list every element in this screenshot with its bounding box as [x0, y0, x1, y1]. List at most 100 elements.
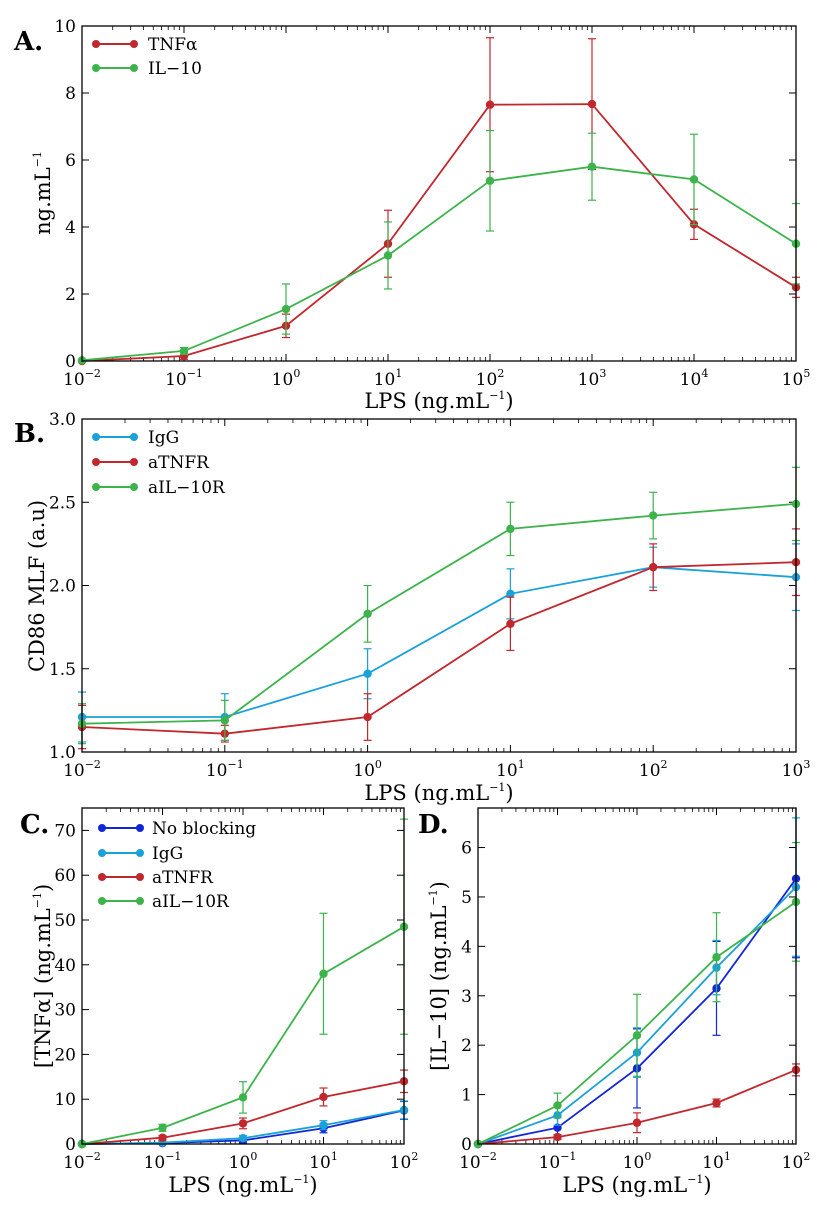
panel-b-igg-line — [82, 566, 797, 718]
panel-a-xtick-label: 101 — [374, 367, 403, 390]
panel-a-il10-point — [281, 304, 291, 314]
panel-c-ylabel: [TNFα] (ng.mL−1) — [31, 884, 55, 1068]
panel-b-ytick-label: 3.0 — [49, 410, 76, 430]
panel-a-frame — [81, 25, 797, 362]
legend-a-tnf-marker-2 — [130, 40, 138, 48]
panel-a-legend: TNFα IL−10 — [92, 35, 202, 79]
legend-a-il10-marker — [92, 64, 100, 72]
legend-b-atnfr-marker-2 — [130, 458, 138, 466]
panel-a-tnf-line — [81, 103, 797, 362]
panel-c-ytick-label: 0 — [65, 1135, 76, 1155]
panel-c-ytick-label: 70 — [54, 821, 76, 841]
panel-b-plot: 1.0 1.5 2.0 2.5 3.0 10−2 10−1 100 101 102 103 — [49, 410, 810, 781]
panel-d-ytick-label: 4 — [461, 937, 472, 957]
panel-b-xtick-label: 101 — [496, 758, 525, 781]
panel-a-xtick-label: 103 — [578, 367, 607, 390]
panel-b-ail10r-line — [81, 503, 797, 725]
panel-b-xtick-label: 102 — [639, 758, 668, 781]
panel-d-ytick-label: 6 — [461, 839, 472, 859]
panel-d-letter: D. — [418, 810, 449, 840]
panel-a-ylabel: ng.mL−1 — [31, 151, 55, 235]
panel-c-xtick-label: 10−1 — [144, 1150, 182, 1173]
panel-a-xtick-label: 10−1 — [165, 367, 203, 390]
panel-c-xtick-label: 102 — [390, 1150, 419, 1173]
legend-c-igg-marker — [98, 849, 106, 857]
panel-c-ytick-label: 10 — [54, 1090, 76, 1110]
legend-a-il10-marker-2 — [130, 64, 138, 72]
panel-a-letter: A. — [13, 27, 43, 57]
panel-d-ytick-label: 5 — [461, 888, 472, 908]
panel-b-ytick-label: 1.0 — [49, 743, 76, 763]
legend-a-il10-label: IL−10 — [148, 59, 202, 79]
panel-a-xtick-label: 10−2 — [63, 367, 101, 390]
panel-c-atnfr-point — [238, 1119, 248, 1128]
panel-c-ytick-label: 40 — [54, 956, 76, 976]
legend-a-tnf-marker — [92, 40, 100, 48]
panel-a: A. 0 2 4 6 8 10 10−2 10−1 100 101 102 103 104 105 TNF… — [13, 17, 810, 413]
panel-b-xtick-label: 103 — [782, 758, 811, 781]
panel-c-frame — [81, 807, 405, 1145]
legend-a-tnf-label: TNFα — [148, 35, 198, 55]
panel-c-xtick-label: 101 — [309, 1150, 338, 1173]
panel-c-plot: 0 10 20 30 40 50 60 70 10−2 10−1 100 101 102 — [54, 808, 418, 1173]
panel-d: D. 0 1 2 3 4 5 6 10−2 10−1 100 101 102 LPS (ng.mL−1… — [418, 807, 810, 1197]
panel-a-plot: 0 2 4 6 8 10 10−2 10−1 100 101 102 103 104 105 — [54, 17, 810, 390]
panel-b-atnfr-point — [363, 712, 372, 722]
panel-c-ytick-label: 60 — [54, 866, 76, 886]
panel-d-xtick-label: 101 — [702, 1150, 731, 1173]
legend-c-ail10r-marker-2 — [136, 897, 144, 905]
panel-a-tnf-point — [485, 100, 495, 109]
panel-c-igg-point — [238, 1133, 248, 1143]
legend-c-noblocking-marker-2 — [136, 824, 144, 832]
panel-d-frame — [477, 807, 797, 1145]
legend-c-noblocking-label: No blocking — [152, 819, 256, 839]
panel-d-ail10r-point — [553, 1101, 562, 1110]
panel-d-ytick-label: 3 — [461, 987, 472, 1007]
panel-a-il10-point — [587, 162, 597, 171]
panel-a-ytick-label: 6 — [65, 151, 76, 171]
panel-c-legend: No blocking IgG aTNFR aIL−10R — [98, 819, 256, 912]
panel-b-ytick-label: 2.5 — [49, 493, 76, 513]
legend-b-atnfr-label: aTNFR — [148, 453, 210, 473]
panel-c-xtick-label: 10−2 — [63, 1150, 101, 1173]
panel-b-ylabel: CD86 MLF (a.u) — [25, 500, 49, 672]
panel-c-igg-point — [319, 1120, 328, 1130]
panel-c-xlabel: LPS (ng.mL−1) — [168, 1173, 317, 1197]
panel-b-atnfr-point — [506, 619, 515, 628]
legend-b-igg-marker — [92, 433, 100, 441]
panel-b-legend: IgG aTNFR aIL−10R — [92, 428, 226, 498]
panel-b: B. 1.0 1.5 2.0 2.5 3.0 10−2 10−1 100 101 102 103 I… — [14, 410, 810, 805]
legend-b-igg-label: IgG — [148, 428, 179, 448]
panel-a-il10-point — [485, 176, 495, 185]
panel-b-igg-point — [506, 589, 515, 599]
panel-d-atnfr-point — [712, 1098, 721, 1108]
panel-a-xlabel: LPS (ng.mL−1) — [364, 389, 513, 413]
panel-a-il10-point — [179, 346, 189, 356]
panel-b-ail10r-point — [220, 716, 229, 725]
panel-b-ytick-label: 2.0 — [49, 577, 76, 597]
legend-b-ail10r-marker — [92, 483, 100, 491]
legend-c-atnfr-marker — [98, 873, 106, 881]
panel-b-xlabel: LPS (ng.mL−1) — [364, 781, 513, 805]
panel-d-xtick-label: 100 — [623, 1150, 652, 1173]
panel-b-frame — [81, 418, 797, 753]
legend-c-noblocking-marker — [98, 824, 106, 832]
panel-a-ytick-label: 2 — [65, 285, 76, 305]
panel-b-ail10r-point — [363, 609, 372, 619]
panel-a-ytick-label: 8 — [65, 84, 76, 104]
panel-d-xtick-label: 10−1 — [539, 1150, 577, 1173]
panel-c-ail10r-point — [319, 969, 328, 978]
legend-c-atnfr-marker-2 — [136, 873, 144, 881]
panel-c-ytick-label: 30 — [54, 1001, 76, 1021]
panel-a-xtick-label: 102 — [476, 367, 505, 390]
panel-a-ytick-label: 10 — [54, 17, 76, 37]
panel-d-ail10r-point — [632, 1031, 642, 1040]
panel-c-ail10r-point — [158, 1123, 167, 1133]
panel-d-plot: 0 1 2 3 4 5 6 10−2 10−1 100 101 102 — [459, 808, 810, 1173]
panel-d-atnfr-point — [553, 1132, 562, 1142]
panel-c-ytick-label: 50 — [54, 911, 76, 931]
panel-d-xlabel: LPS (ng.mL−1) — [562, 1173, 711, 1197]
legend-c-igg-label: IgG — [152, 844, 183, 864]
panel-c-xtick-label: 100 — [229, 1150, 258, 1173]
